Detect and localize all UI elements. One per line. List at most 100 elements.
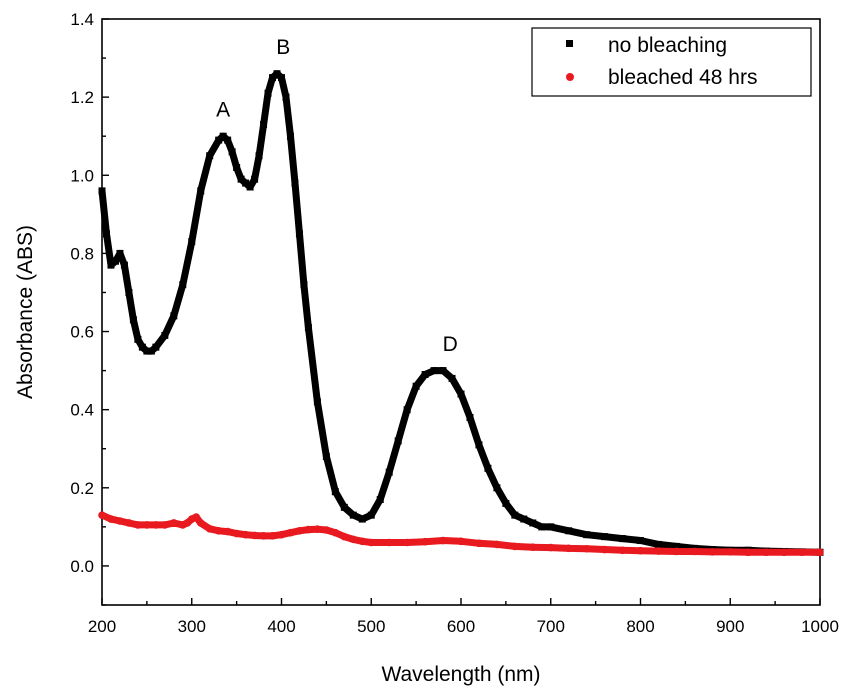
- data-point: [224, 136, 232, 144]
- data-point: [816, 548, 824, 557]
- data-point: [134, 335, 142, 343]
- data-point: [277, 530, 286, 539]
- series-line-0: [98, 70, 824, 556]
- data-point: [111, 257, 119, 265]
- data-point: [138, 343, 146, 351]
- x-axis-ticks: 200 300 400 500 600 700 800 900 1000: [88, 598, 839, 636]
- data-point: [690, 547, 699, 556]
- data-point: [385, 468, 393, 476]
- data-point: [520, 515, 528, 523]
- x-tick-label-1000: 1000: [801, 617, 839, 636]
- data-point: [511, 542, 519, 551]
- peak-label-D: D: [443, 333, 458, 356]
- data-point: [457, 537, 465, 546]
- data-point: [331, 488, 339, 496]
- data-point: [493, 540, 501, 549]
- data-point: [619, 535, 627, 543]
- data-point: [129, 316, 137, 324]
- data-point: [214, 526, 223, 535]
- data-point: [672, 542, 680, 550]
- data-point: [147, 347, 155, 355]
- data-point: [322, 526, 331, 534]
- data-point: [493, 484, 501, 492]
- series-0: [98, 70, 824, 556]
- data-point: [672, 547, 681, 556]
- data-point: [529, 519, 537, 527]
- data-point: [367, 538, 376, 547]
- data-point: [269, 74, 277, 82]
- data-point: [340, 503, 348, 511]
- data-point: [102, 230, 110, 238]
- data-point: [538, 523, 546, 531]
- x-axis-title: Wavelength (nm): [381, 663, 540, 686]
- data-point: [439, 536, 447, 545]
- x-tick-label-700: 700: [537, 617, 565, 636]
- data-point: [475, 539, 483, 548]
- y-tick-label-6: 1.2: [70, 88, 94, 107]
- legend: no bleaching bleached 48 hrs: [531, 27, 812, 97]
- data-point: [170, 312, 178, 320]
- y-axis-title: Absorbance (ABS): [14, 225, 37, 399]
- data-point: [583, 531, 591, 539]
- data-point: [304, 525, 313, 534]
- peak-label-B: B: [276, 36, 290, 59]
- data-point: [107, 515, 115, 523]
- data-point: [529, 543, 537, 551]
- data-point: [313, 525, 322, 534]
- data-point: [300, 281, 308, 289]
- legend-marker-no-bleaching: [566, 40, 573, 47]
- data-point: [205, 525, 214, 533]
- data-point: [246, 183, 254, 191]
- data-point: [457, 390, 465, 398]
- data-point: [143, 521, 151, 529]
- x-tick-label-800: 800: [626, 617, 654, 636]
- data-point: [215, 136, 223, 144]
- data-point: [636, 546, 645, 555]
- data-point: [546, 543, 555, 552]
- series-1: [98, 511, 824, 557]
- data-point: [237, 175, 245, 183]
- data-point: [259, 532, 268, 540]
- data-point: [219, 132, 227, 140]
- data-point: [340, 532, 349, 541]
- data-point: [601, 533, 609, 541]
- data-point: [484, 464, 492, 472]
- data-point: [125, 519, 133, 527]
- data-point: [376, 496, 384, 504]
- data-point: [143, 347, 151, 355]
- data-point: [179, 281, 187, 289]
- y-tick-label-5: 1.0: [70, 166, 94, 185]
- data-point: [273, 70, 281, 78]
- data-point: [134, 521, 142, 529]
- plot-area: [101, 18, 821, 606]
- plot-frame: [101, 18, 821, 606]
- x-tick-label-600: 600: [447, 617, 475, 636]
- data-point: [654, 540, 662, 548]
- data-point: [654, 547, 663, 555]
- data-point: [206, 152, 214, 160]
- data-point: [192, 513, 201, 521]
- x-tick-label-500: 500: [357, 617, 385, 636]
- data-point: [744, 548, 752, 557]
- y-tick-label-4: 0.8: [70, 244, 94, 263]
- data-point: [637, 537, 644, 545]
- x-tick-label-300: 300: [178, 617, 206, 636]
- data-point: [448, 374, 456, 382]
- data-point: [582, 544, 591, 553]
- legend-marker-bleached: [566, 73, 574, 81]
- data-point: [250, 531, 259, 540]
- peak-annotations: A B D: [216, 36, 458, 356]
- data-point: [232, 529, 241, 538]
- data-point: [421, 371, 429, 379]
- data-point: [313, 398, 321, 406]
- series-layer: [98, 70, 824, 557]
- data-point: [125, 288, 133, 296]
- legend-box: [531, 27, 812, 97]
- data-point: [196, 519, 205, 527]
- legend-label-bleached: bleached 48 hrs: [608, 66, 757, 89]
- data-point: [286, 132, 294, 140]
- data-point: [502, 499, 510, 507]
- data-point: [116, 517, 124, 525]
- data-point: [228, 148, 236, 156]
- y-tick-label-2: 0.4: [70, 401, 94, 420]
